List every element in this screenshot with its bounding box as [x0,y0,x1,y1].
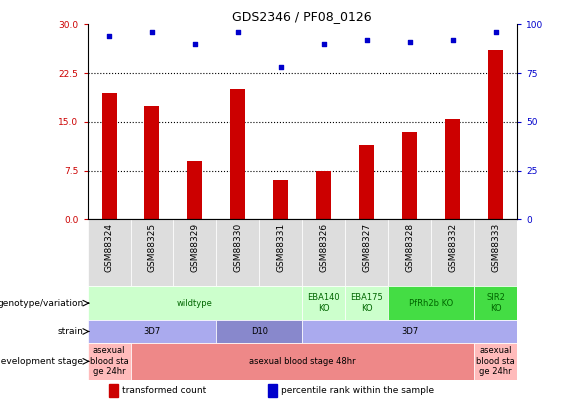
Bar [109,384,119,396]
Text: GSM88331: GSM88331 [276,223,285,272]
FancyBboxPatch shape [88,220,131,286]
Point [448,37,457,43]
FancyBboxPatch shape [302,320,517,343]
Bar [145,106,159,220]
Bar [273,180,288,220]
Text: GSM88325: GSM88325 [147,223,157,272]
Text: SIR2
KO: SIR2 KO [486,294,505,313]
Text: EBA175
KO: EBA175 KO [350,294,383,313]
FancyBboxPatch shape [88,343,131,379]
Point [276,64,285,70]
Text: GSM88327: GSM88327 [362,223,371,272]
FancyBboxPatch shape [216,320,302,343]
Bar [102,93,116,220]
FancyBboxPatch shape [474,343,517,379]
Point [362,37,371,43]
Bar [316,171,331,220]
Title: GDS2346 / PF08_0126: GDS2346 / PF08_0126 [232,10,372,23]
FancyBboxPatch shape [302,286,345,320]
Bar [188,161,202,220]
Bar [445,119,460,220]
FancyBboxPatch shape [388,286,474,320]
Text: EBA140
KO: EBA140 KO [307,294,340,313]
Text: GSM88324: GSM88324 [105,223,114,272]
FancyBboxPatch shape [474,220,517,286]
Text: asexual
blood sta
ge 24hr: asexual blood sta ge 24hr [90,346,128,376]
FancyBboxPatch shape [431,220,474,286]
Bar [231,90,245,220]
Text: D10: D10 [251,327,268,336]
Bar [359,145,374,220]
Bar [402,132,417,220]
Text: GSM88330: GSM88330 [233,223,242,272]
Text: GSM88326: GSM88326 [319,223,328,272]
Text: PfRh2b KO: PfRh2b KO [409,298,453,308]
Text: 3D7: 3D7 [401,327,418,336]
Text: asexual blood stage 48hr: asexual blood stage 48hr [249,357,355,366]
FancyBboxPatch shape [216,220,259,286]
Point [147,29,157,35]
FancyBboxPatch shape [131,220,173,286]
Text: GSM88329: GSM88329 [190,223,199,272]
Point [190,40,199,47]
FancyBboxPatch shape [474,286,517,320]
Text: strain: strain [58,327,83,336]
Point [491,29,500,35]
FancyBboxPatch shape [388,220,431,286]
FancyBboxPatch shape [345,286,388,320]
FancyBboxPatch shape [88,286,302,320]
Point [405,38,414,45]
Point [105,33,114,39]
FancyBboxPatch shape [88,320,216,343]
Point [319,40,328,47]
FancyBboxPatch shape [345,220,388,286]
FancyBboxPatch shape [131,343,474,379]
Text: GSM88333: GSM88333 [491,223,500,272]
FancyBboxPatch shape [259,220,302,286]
Text: 3D7: 3D7 [144,327,160,336]
Bar [268,384,277,396]
FancyBboxPatch shape [173,220,216,286]
Bar [488,50,503,220]
FancyBboxPatch shape [302,220,345,286]
Text: transformed count: transformed count [122,386,206,395]
Text: percentile rank within the sample: percentile rank within the sample [281,386,434,395]
Text: asexual
blood sta
ge 24hr: asexual blood sta ge 24hr [476,346,515,376]
Text: GSM88332: GSM88332 [448,223,457,272]
Text: GSM88328: GSM88328 [405,223,414,272]
Text: genotype/variation: genotype/variation [0,298,83,308]
Text: wildtype: wildtype [177,298,213,308]
Text: development stage: development stage [0,357,83,366]
Point [233,29,242,35]
